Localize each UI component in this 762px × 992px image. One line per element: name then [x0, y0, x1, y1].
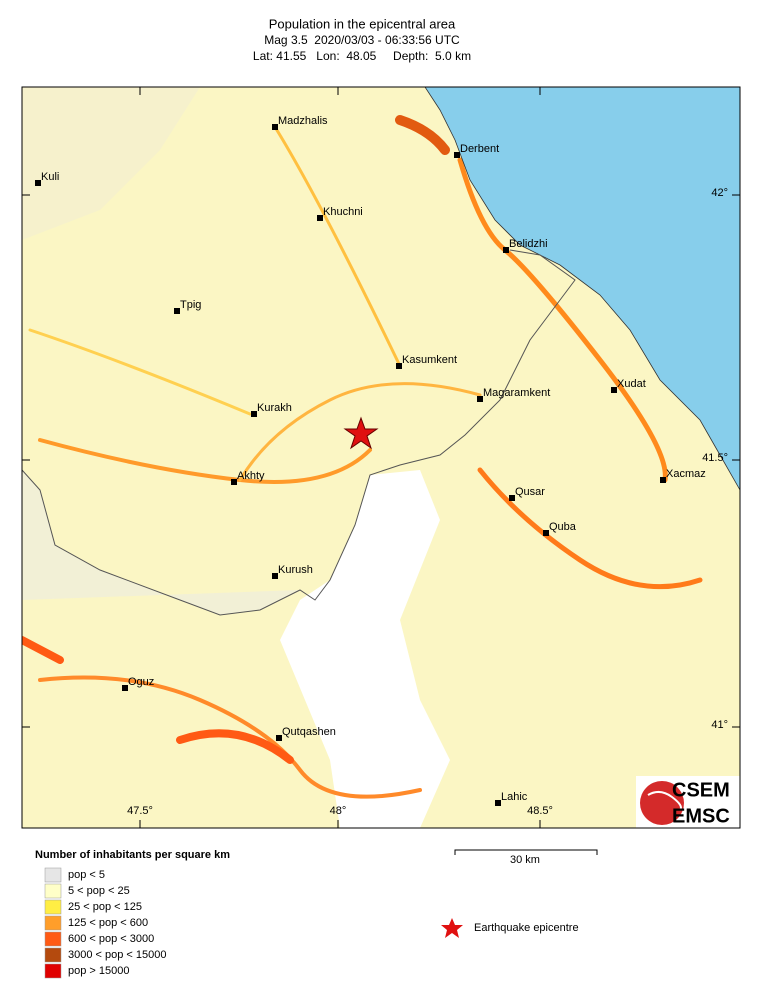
city-label: Qusar [515, 486, 545, 498]
lon-tick-label: 48° [330, 805, 347, 817]
lat-tick-label: 41° [711, 719, 728, 731]
lat-tick-label: 42° [711, 187, 728, 199]
legend-star [441, 918, 463, 938]
city-marker [276, 735, 282, 741]
city-label: Madzhalis [278, 115, 328, 127]
city-marker [35, 180, 41, 186]
city-label: Belidzhi [509, 238, 548, 250]
legend-swatch [44, 867, 62, 883]
city-marker [509, 495, 515, 501]
city-marker [396, 363, 402, 369]
city-label: Magaramkent [483, 387, 550, 399]
city-marker [272, 124, 278, 130]
city-marker [251, 411, 257, 417]
legend-label: 125 < pop < 600 [68, 917, 148, 929]
ticks: 42° 41.5° 41° 47.5° 48° 48.5° [22, 87, 740, 828]
city-marker [660, 477, 666, 483]
city-label: Qutqashen [282, 726, 336, 738]
legend-swatch [44, 931, 62, 947]
city-marker [272, 573, 278, 579]
city-marker [477, 396, 483, 402]
city-marker [317, 215, 323, 221]
city-marker [174, 308, 180, 314]
city-label: Xudat [617, 378, 646, 390]
city-marker [122, 685, 128, 691]
city-marker [503, 247, 509, 253]
border [22, 249, 576, 616]
legend: pop < 5 5 < pop < 25 25 < pop < 125 125 < p… [44, 867, 166, 979]
map: Madzhalis Derbent Kuli Khuchni Belidzhi Tpig K… [22, 87, 740, 828]
legend-label: 3000 < pop < 15000 [68, 949, 166, 961]
map-frame [21, 86, 741, 829]
city-label: Akhty [237, 470, 265, 482]
logo: CSEM EMSC [636, 776, 740, 828]
city-label: Kurakh [257, 402, 292, 414]
lat-tick-label: 41.5° [702, 452, 728, 464]
subtitle: Mag 3.5 2020/03/03 - 06:33:56 UTC [264, 33, 460, 47]
city-label: Kasumkent [402, 354, 457, 366]
sparse-area [22, 87, 200, 240]
legend-swatch [44, 947, 62, 963]
legend-label: pop < 5 [68, 869, 105, 881]
city-marker [611, 387, 617, 393]
legend-label: 5 < pop < 25 [68, 885, 130, 897]
legend-swatch [44, 915, 62, 931]
title: Population in the epicentral area [269, 16, 456, 31]
city-label: Kuli [41, 171, 59, 183]
legend-epicentre: Earthquake epicentre [474, 922, 579, 934]
roads [22, 115, 703, 799]
city-marker [543, 530, 549, 536]
city-label: Derbent [460, 143, 499, 155]
legend-swatch [44, 883, 62, 899]
lon-tick-label: 47.5° [127, 805, 153, 817]
location: Lat: 41.55 Lon: 48.05 Depth: 5.0 km [253, 49, 471, 63]
lon-tick-label: 48.5° [527, 805, 553, 817]
city-label: Kurush [278, 564, 313, 576]
legend-swatch [44, 963, 62, 979]
city-label: Xacmaz [666, 468, 706, 480]
scale-label: 30 km [510, 854, 540, 866]
epicentre-star [343, 416, 379, 450]
city-marker [454, 152, 460, 158]
logo-top: CSEM [672, 779, 730, 801]
city-label: Tpig [180, 299, 201, 311]
legend-swatch [44, 899, 62, 915]
city-label: Lahic [501, 791, 528, 803]
city-label: Quba [549, 521, 577, 533]
logo-bottom: EMSC [672, 805, 730, 827]
scale-bar: 30 km [454, 849, 598, 866]
city-marker [495, 800, 501, 806]
legend-label: pop > 15000 [68, 965, 129, 977]
city-label: Oguz [128, 676, 154, 688]
empty-area [280, 470, 450, 828]
cities: Madzhalis Derbent Kuli Khuchni Belidzhi Tpig K… [35, 115, 706, 806]
legend-label: 600 < pop < 3000 [68, 933, 154, 945]
legend-title: Number of inhabitants per square km [35, 849, 230, 861]
city-marker [231, 479, 237, 485]
city-label: Khuchni [323, 206, 363, 218]
sparse-area [22, 470, 300, 615]
legend-label: 25 < pop < 125 [68, 901, 142, 913]
